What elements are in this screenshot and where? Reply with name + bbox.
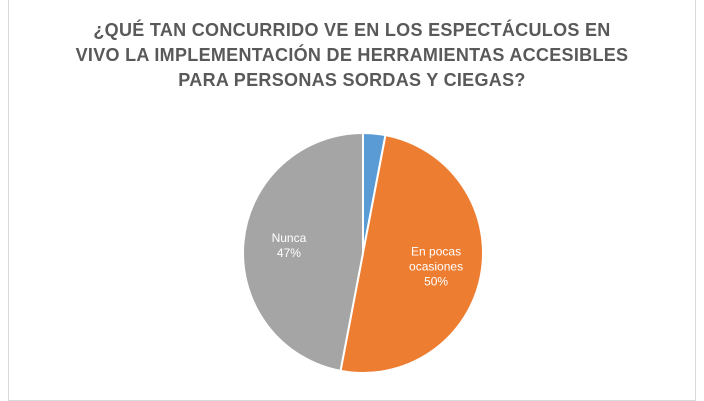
pie-slice [339, 133, 484, 374]
chart-title: ¿QUÉ TAN CONCURRIDO VE EN LOS ESPECTÁCUL… [75, 20, 629, 90]
slice-name: En pocas ocasiones [409, 244, 464, 274]
slice-name: Nunca [271, 230, 307, 245]
slice-value: 50% [424, 274, 449, 289]
data-label: En pocas ocasiones 50% [396, 244, 476, 289]
slice-value: 47% [276, 245, 301, 260]
pie-slice [242, 131, 364, 373]
data-label: Nunca 47% [249, 231, 329, 261]
